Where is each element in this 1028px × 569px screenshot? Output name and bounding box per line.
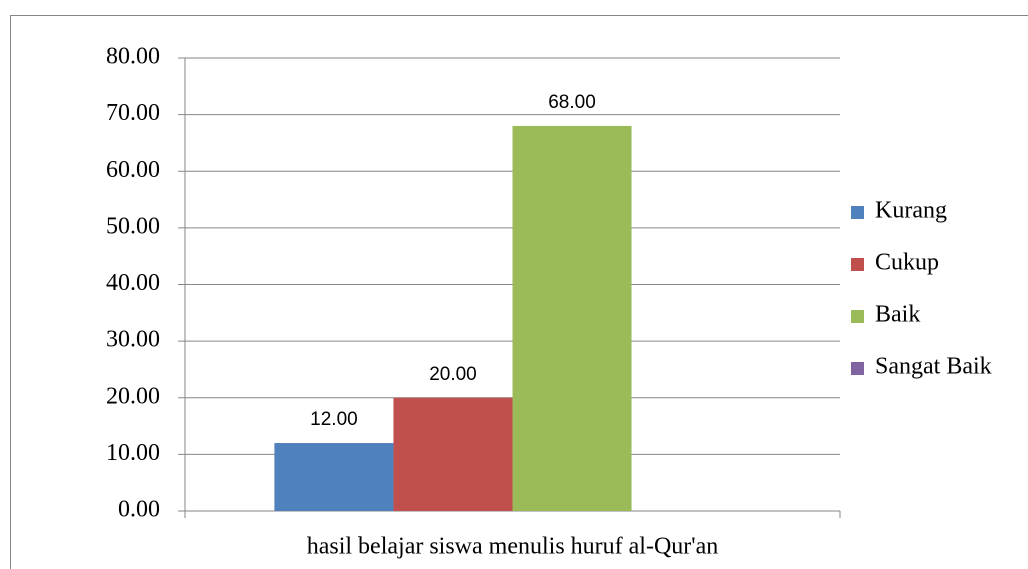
data-label: 20.00 [429,364,477,385]
y-tick-label: 0.00 [118,497,160,523]
y-tick-label: 50.00 [106,213,160,239]
bar [512,125,632,511]
data-label: 12.00 [310,409,358,430]
legend-swatch [851,362,864,375]
bar [274,443,394,511]
y-tick-label: 10.00 [106,440,160,466]
y-tick-label: 20.00 [106,383,160,409]
legend-label: Kurang [875,198,947,224]
legend-label: Cukup [875,250,939,276]
x-tick-label: hasil belajar siswa menulis huruf al-Qur… [307,534,719,560]
legend-swatch [851,206,864,219]
legend-label: Baik [875,302,920,328]
legend-swatch [851,310,864,323]
legend-label: Sangat Baik [875,354,992,380]
y-tick-label: 70.00 [106,100,160,126]
y-tick-label: 80.00 [106,44,160,70]
y-tick-label: 60.00 [106,157,160,183]
legend-swatch [851,258,864,271]
data-label: 68.00 [548,92,596,113]
bar [393,397,513,511]
y-tick-label: 40.00 [106,270,160,296]
y-tick-label: 30.00 [106,327,160,353]
